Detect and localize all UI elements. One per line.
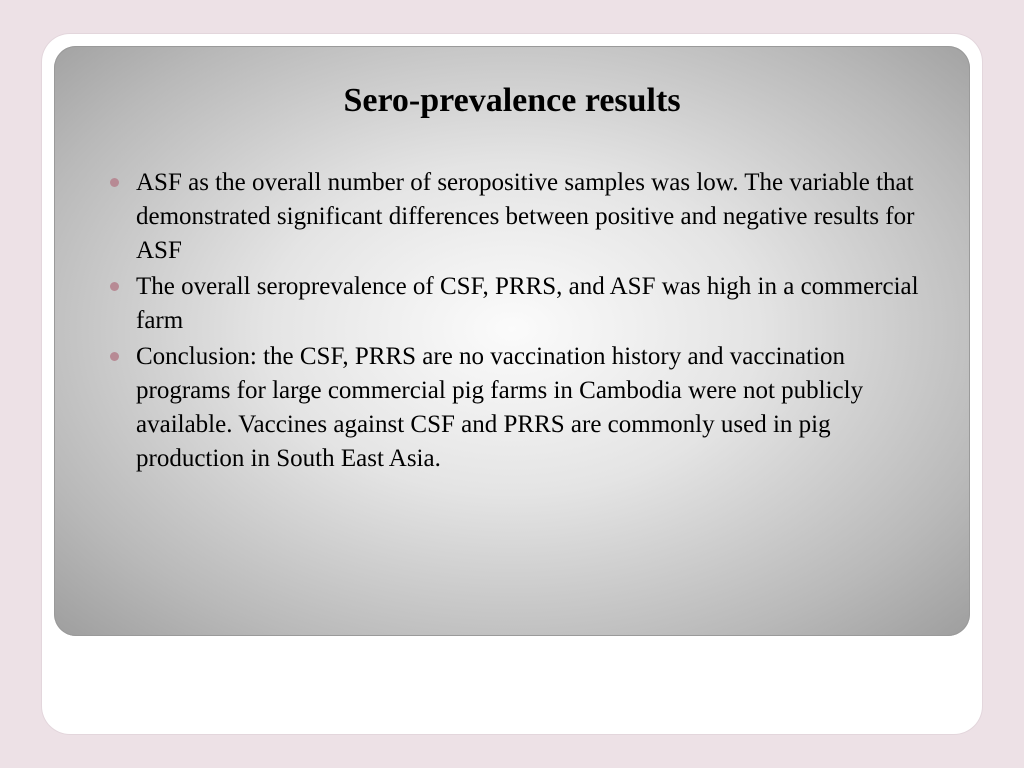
bullet-text: ASF as the overall number of seropositiv… bbox=[136, 169, 914, 264]
list-item: ASF as the overall number of seropositiv… bbox=[106, 166, 924, 268]
slide-outer-card: Sero-prevalence results ASF as the overa… bbox=[42, 34, 982, 734]
slide-title: Sero-prevalence results bbox=[100, 82, 924, 120]
slide-inner-panel: Sero-prevalence results ASF as the overa… bbox=[54, 46, 970, 636]
bullet-text: The overall seroprevalence of CSF, PRRS,… bbox=[136, 273, 919, 334]
bullet-list: ASF as the overall number of seropositiv… bbox=[100, 166, 924, 476]
list-item: The overall seroprevalence of CSF, PRRS,… bbox=[106, 270, 924, 338]
list-item: Conclusion: the CSF, PRRS are no vaccina… bbox=[106, 340, 924, 476]
bullet-text: Conclusion: the CSF, PRRS are no vaccina… bbox=[136, 343, 863, 472]
